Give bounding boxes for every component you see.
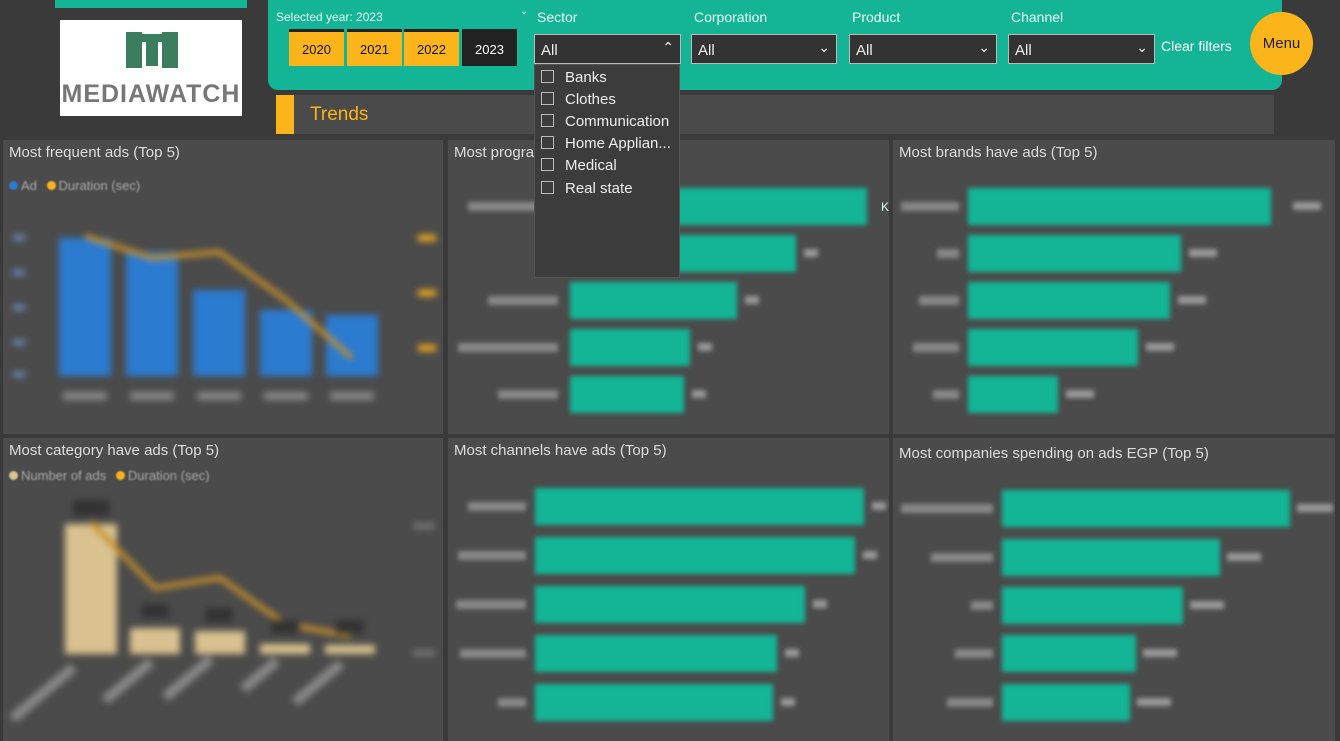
chart-bar [1002, 684, 1130, 721]
panel-title: Most companies spending on ads EGP (Top … [899, 445, 1209, 462]
logo-text: MEDIAWATCH [61, 80, 241, 108]
checkbox-icon [541, 114, 554, 127]
chart-bar [260, 310, 312, 376]
chart-legend: Number of ads Duration (sec) [9, 468, 216, 483]
panel-frequent-ads: Most frequent ads (Top 5) Ad Duration (s… [3, 140, 443, 434]
panel-category: Most category have ads (Top 5) Number of… [3, 438, 443, 741]
chart-bar [1002, 490, 1290, 527]
chevron-down-icon: ⌄ [978, 39, 990, 55]
chevron-down-icon: ⌄ [818, 39, 830, 55]
channel-dropdown[interactable]: All ⌄ [1008, 34, 1155, 64]
chart-bar [968, 188, 1271, 225]
sector-option-home-appliances[interactable]: Home Applian... [541, 135, 671, 152]
panel-title: Most channels have ads (Top 5) [454, 442, 667, 459]
chart-bar [535, 635, 777, 672]
sector-option-real-state[interactable]: Real state [541, 180, 633, 197]
bar-chart-channels [456, 488, 886, 721]
sector-value: All [541, 42, 558, 59]
channel-value: All [1015, 42, 1032, 59]
chart-bar [65, 524, 117, 654]
chart-bar [968, 282, 1170, 319]
panel-title: Most frequent ads (Top 5) [9, 144, 180, 161]
chart-bar [535, 488, 864, 525]
mediawatch-logo: MEDIAWATCH [60, 20, 242, 116]
sector-option-clothes[interactable]: Clothes [541, 91, 616, 108]
chart-bar [535, 684, 773, 721]
filter-bar: Selected year: 2023 ⌄ 2020 2021 2022 202… [268, 0, 1282, 90]
sector-dropdown[interactable]: All ⌃ [534, 34, 681, 64]
sector-dropdown-list: Banks Clothes Communication Home Applian… [534, 64, 680, 278]
chart-bar [570, 282, 737, 319]
bar-chart-companies [901, 490, 1333, 721]
year-button-2023[interactable]: 2023 [462, 29, 517, 66]
checkbox-icon [541, 158, 554, 171]
chart-bar [1002, 635, 1136, 672]
panel-channels: Most channels have ads (Top 5) [448, 438, 889, 741]
panel-title: Most category have ads (Top 5) [9, 442, 220, 459]
panel-title: Most progra [454, 144, 535, 161]
panel-title: Most brands have ads (Top 5) [899, 144, 1098, 161]
section-title: Trends [310, 104, 369, 125]
combo-chart-category [9, 500, 435, 723]
combo-chart-ads [13, 233, 436, 400]
programs-partial-label: K [881, 200, 890, 214]
product-label: Product [852, 9, 901, 25]
chart-bar [126, 252, 178, 376]
year-button-2020[interactable]: 2020 [289, 29, 344, 66]
chevron-up-icon: ⌃ [662, 39, 674, 55]
chart-bar [535, 586, 805, 623]
checkbox-icon [541, 70, 554, 83]
panel-brands: Most brands have ads (Top 5) [893, 140, 1335, 434]
chart-bar [260, 644, 310, 654]
product-dropdown[interactable]: All ⌄ [849, 34, 997, 64]
chart-legend: Ad Duration (sec) [9, 178, 146, 193]
chart-bar [1002, 587, 1183, 624]
chart-bar [193, 290, 245, 376]
duration-line [89, 520, 351, 639]
chart-bar [570, 329, 690, 366]
chart-bar [130, 628, 180, 654]
year-button-2022[interactable]: 2022 [404, 29, 459, 66]
chart-bar [535, 537, 855, 574]
chart-bar [325, 645, 375, 654]
logo-strip [55, 0, 247, 8]
chart-bar [326, 315, 378, 376]
chart-bar [195, 631, 245, 654]
checkbox-icon [541, 92, 554, 105]
menu-button[interactable]: Menu [1250, 12, 1313, 75]
sector-option-medical[interactable]: Medical [541, 157, 617, 174]
chart-bar [59, 238, 111, 376]
selected-year-label: Selected year: 2023 [276, 10, 383, 24]
sector-option-banks[interactable]: Banks [541, 69, 607, 86]
corporation-value: All [698, 42, 715, 59]
chart-bar [570, 376, 684, 413]
chart-bar [1002, 539, 1220, 576]
product-value: All [856, 42, 873, 59]
chevron-down-icon: ⌄ [1136, 39, 1148, 55]
corporation-label: Corporation [694, 9, 768, 25]
section-header: Trends [276, 95, 1274, 134]
checkbox-icon [541, 136, 554, 149]
section-accent [276, 95, 294, 134]
checkbox-icon [541, 181, 554, 194]
sector-label: Sector [537, 9, 578, 25]
chart-bar [968, 376, 1058, 413]
chart-bar [968, 329, 1138, 366]
bar-chart-brands [901, 188, 1321, 413]
chevron-down-icon[interactable]: ⌄ [520, 6, 529, 17]
channel-label: Channel [1011, 9, 1064, 25]
year-button-2021[interactable]: 2021 [347, 29, 402, 66]
chart-bar [968, 235, 1181, 272]
clear-filters-button[interactable]: Clear filters [1161, 38, 1232, 54]
logo-w-icon [126, 32, 178, 68]
duration-line [84, 233, 354, 360]
panel-companies: Most companies spending on ads EGP (Top … [893, 438, 1335, 741]
corporation-dropdown[interactable]: All ⌄ [691, 34, 837, 64]
sector-option-communication[interactable]: Communication [541, 113, 669, 130]
